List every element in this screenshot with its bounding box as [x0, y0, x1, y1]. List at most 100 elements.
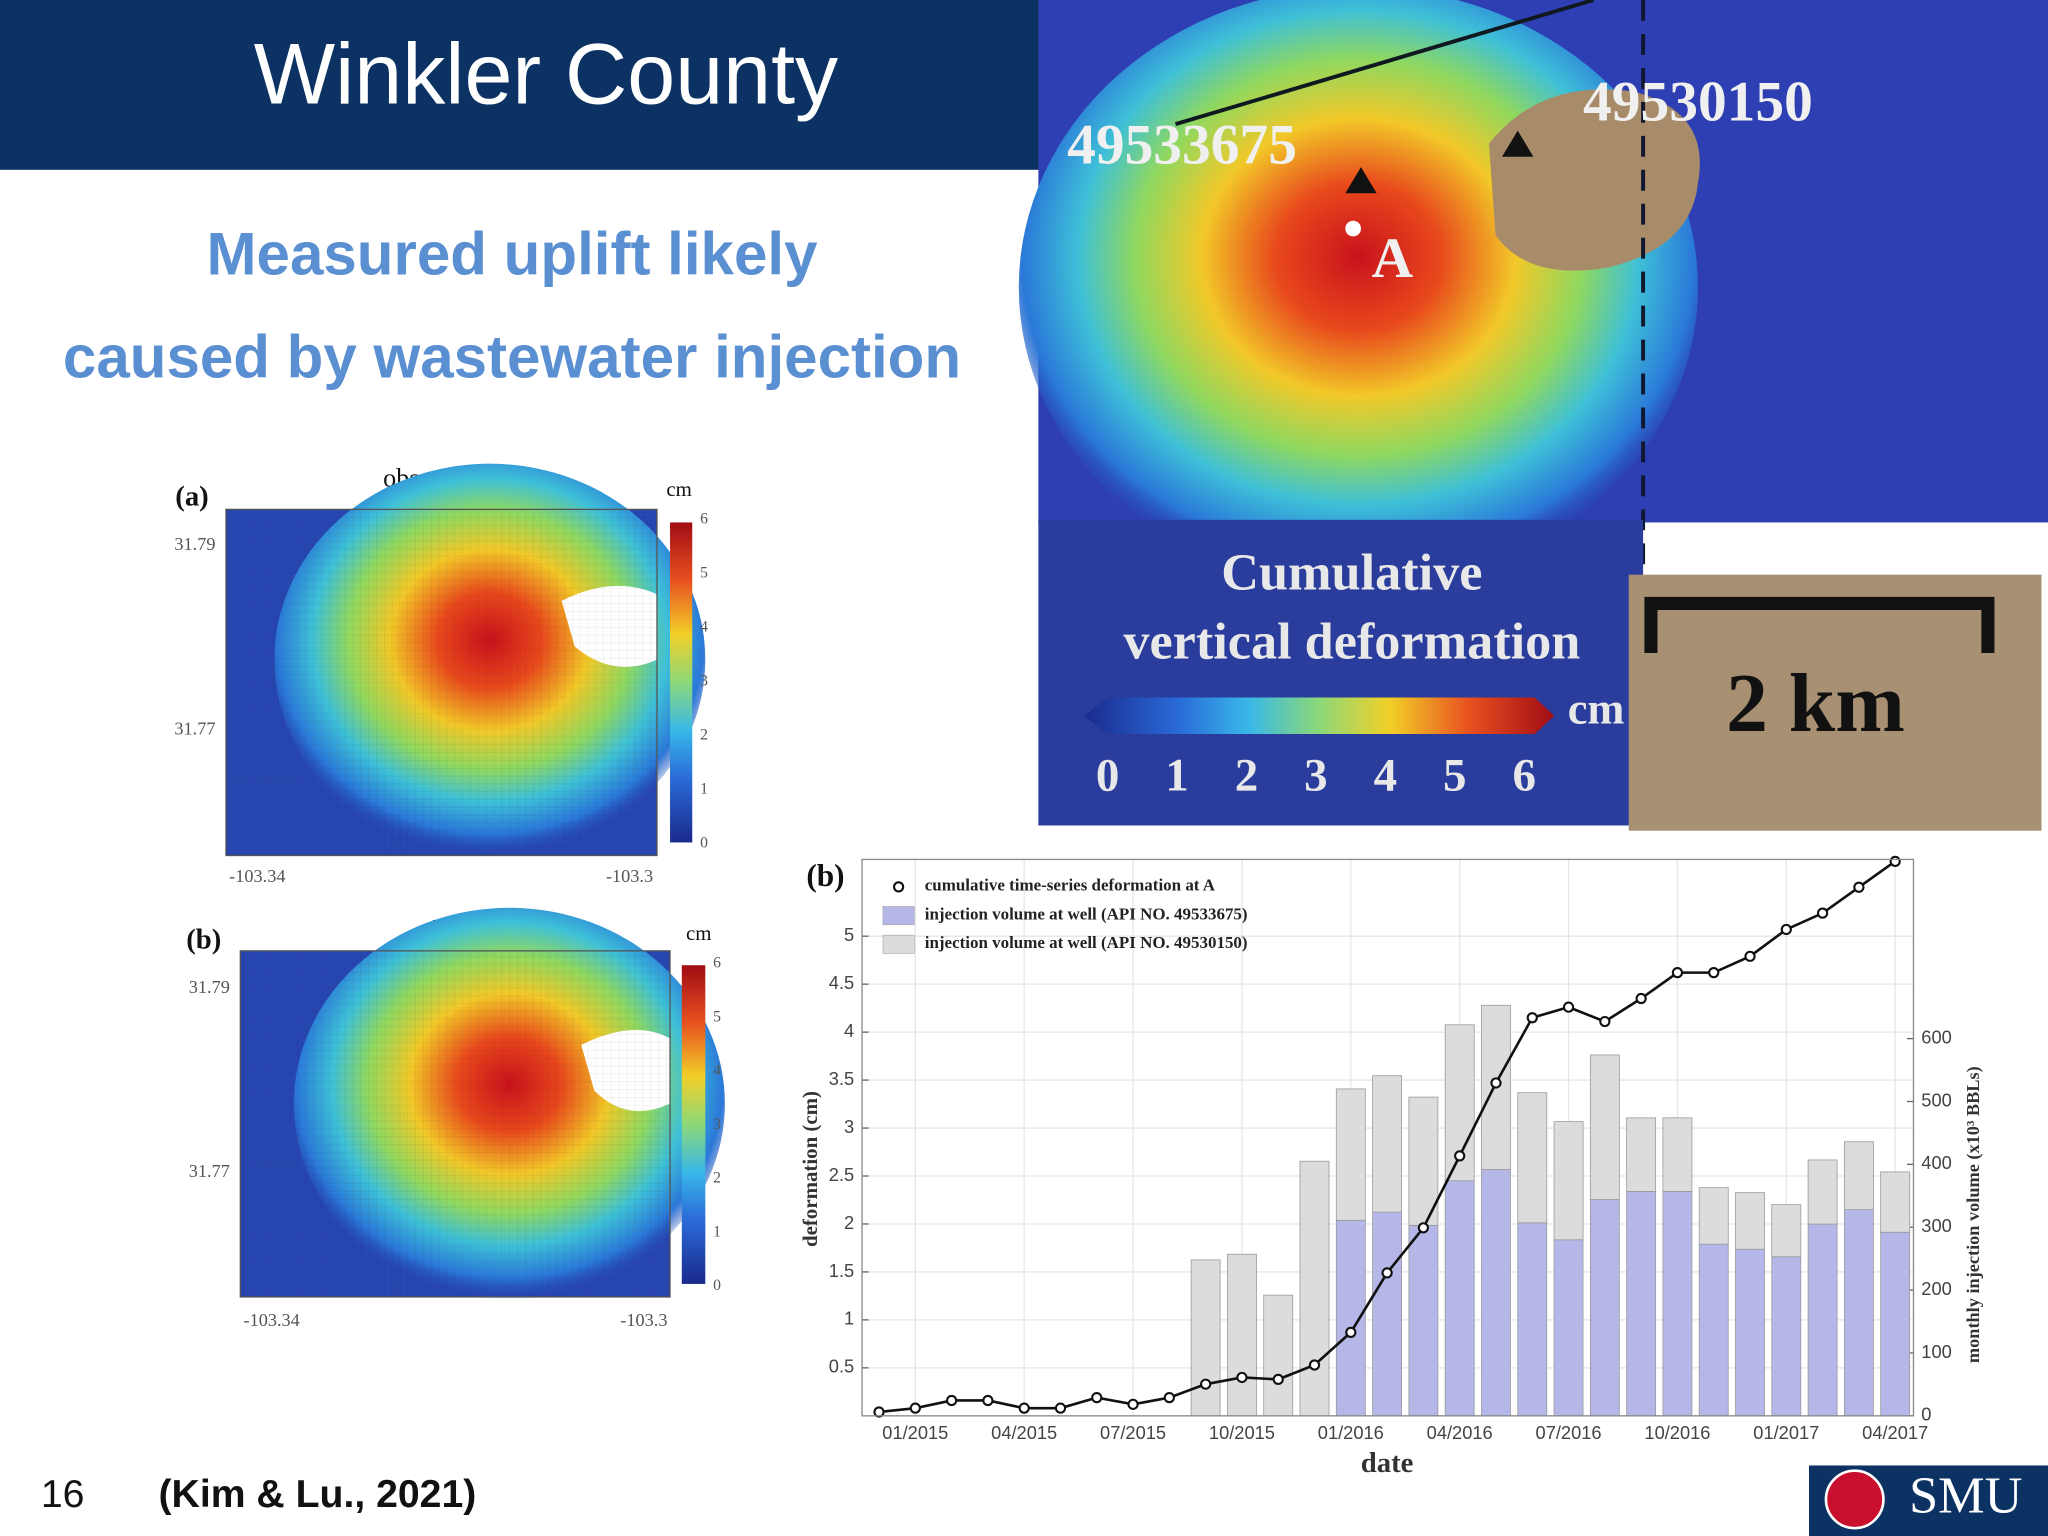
y-tick-label: 31.79: [174, 534, 215, 554]
colorbar-tick-label: 1: [713, 1223, 721, 1240]
x-axis-label: date: [1361, 1447, 1414, 1479]
y2-tick-label: 600: [1921, 1026, 1951, 1047]
colorbar-tick-label: 4: [713, 1062, 721, 1079]
subtitle-line: Measured uplift likely: [207, 220, 819, 287]
x-tick-label: 07/2016: [1536, 1422, 1602, 1443]
y-tick-label: 5: [844, 924, 854, 945]
bar: [1299, 1160, 1330, 1417]
deformation-map: 49533675 49530150 A Cumulative vertical …: [1018, 0, 2048, 831]
bar: [1408, 1224, 1439, 1417]
bar: [1190, 1259, 1221, 1417]
figure-model: (b) model cm 31.7931.77-103.34-103.30123…: [186, 907, 725, 1330]
legend-label: injection volume at well (API NO. 495301…: [925, 933, 1248, 952]
colorbar-tick-label: 2: [713, 1170, 721, 1187]
line-marker: [1200, 1378, 1212, 1390]
y2-tick-label: 500: [1921, 1089, 1951, 1110]
y2-tick-label: 400: [1921, 1152, 1951, 1173]
slide-title: Winkler County: [254, 27, 838, 123]
x-tick-label: 04/2016: [1427, 1422, 1493, 1443]
bar: [1843, 1209, 1874, 1417]
x-tick-label: 04/2015: [991, 1422, 1057, 1443]
line-marker: [945, 1394, 958, 1407]
x-tick-label: 07/2015: [1100, 1422, 1166, 1443]
x-tick-label: 01/2016: [1318, 1422, 1384, 1443]
bar: [1880, 1231, 1911, 1417]
page-number: 16: [41, 1473, 85, 1516]
line-marker: [909, 1402, 921, 1414]
line-marker: [1816, 907, 1829, 919]
bar: [1626, 1190, 1657, 1417]
line-marker: [1526, 1012, 1538, 1024]
map-scale-tick: 0: [1096, 750, 1120, 802]
line-marker: [1417, 1222, 1430, 1234]
map-legend-title: vertical deformation: [1123, 613, 1580, 671]
x-tick-label: 10/2016: [1644, 1422, 1710, 1443]
line-marker: [1091, 1391, 1103, 1404]
map-scale-tick: 4: [1374, 750, 1398, 802]
line-marker: [1889, 855, 1901, 867]
y2-tick-label: 300: [1921, 1215, 1951, 1236]
well-marker: [1502, 130, 1534, 157]
y-tick-label: 1.5: [829, 1260, 854, 1281]
colorbar-unit: cm: [686, 921, 712, 945]
y-tick-label: 31.79: [189, 977, 230, 997]
bar: [1735, 1248, 1765, 1417]
bar: [1589, 1054, 1620, 1200]
map-unit: cm: [1568, 683, 1625, 733]
bar: [1589, 1199, 1620, 1417]
line-marker: [1127, 1398, 1139, 1410]
bar: [1408, 1096, 1439, 1226]
colorbar-tick-label: 3: [713, 1116, 721, 1133]
bar: [1335, 1088, 1366, 1221]
x-tick-label: -103.3: [620, 1310, 667, 1330]
y-tick-label: 0.5: [829, 1356, 854, 1377]
colorbar-tick-label: 5: [713, 1008, 721, 1025]
line-marker: [1671, 967, 1684, 979]
bar: [1626, 1117, 1657, 1192]
colorbar-tick-label: 3: [700, 672, 708, 689]
colorbar-tick-label: 1: [700, 780, 708, 797]
x-tick-label: -103.3: [606, 866, 653, 886]
figure-observation: (a) observation cm 31.7931.77-103.34-103…: [174, 464, 708, 886]
x-tick-label: 01/2017: [1753, 1422, 1819, 1443]
y2-tick-label: 200: [1921, 1278, 1951, 1299]
y-tick-label: 4: [844, 1020, 854, 1041]
point-marker: [1345, 220, 1361, 237]
chart-title: (b): [806, 858, 844, 893]
line-marker: [1490, 1077, 1502, 1089]
legend-label: cumulative time-series deformation at A: [925, 876, 1216, 895]
y2-tick-label: 100: [1921, 1341, 1951, 1362]
y-tick-label: 31.77: [174, 718, 215, 738]
bar: [1517, 1222, 1548, 1417]
colorbar-tick-label: 4: [700, 618, 708, 635]
line-marker: [1853, 881, 1865, 893]
line-marker: [1635, 992, 1647, 1005]
line-marker: [1272, 1373, 1284, 1385]
line-marker: [1308, 1359, 1321, 1371]
bar: [1843, 1141, 1874, 1211]
y-tick-label: 2.5: [829, 1164, 854, 1185]
map-scale-tick: 1: [1165, 750, 1189, 802]
bar: [1372, 1075, 1403, 1213]
map-legend-title: Cumulative: [1221, 543, 1482, 601]
map-colorbar: [1084, 697, 1555, 735]
line-marker: [1018, 1402, 1030, 1414]
bar: [1771, 1256, 1802, 1417]
x-tick-label: 10/2015: [1209, 1422, 1275, 1443]
well-label: 49530150: [1583, 70, 1813, 133]
map-legend-box: [1038, 519, 1644, 826]
scale-bracket: [1644, 596, 1995, 654]
map-scale-tick: 2: [1235, 750, 1259, 802]
scale-label: 2 km: [1726, 658, 1905, 750]
scale-box: [1628, 574, 2042, 831]
map-scale-tick: 3: [1304, 750, 1328, 802]
line-marker: [1780, 923, 1792, 936]
x-tick-label: 01/2015: [882, 1422, 948, 1443]
line-marker: [1345, 1326, 1357, 1338]
bar: [1771, 1204, 1802, 1258]
logo-text: SMU: [1909, 1467, 2022, 1525]
citation: (Kim & Lu., 2021): [158, 1473, 476, 1516]
